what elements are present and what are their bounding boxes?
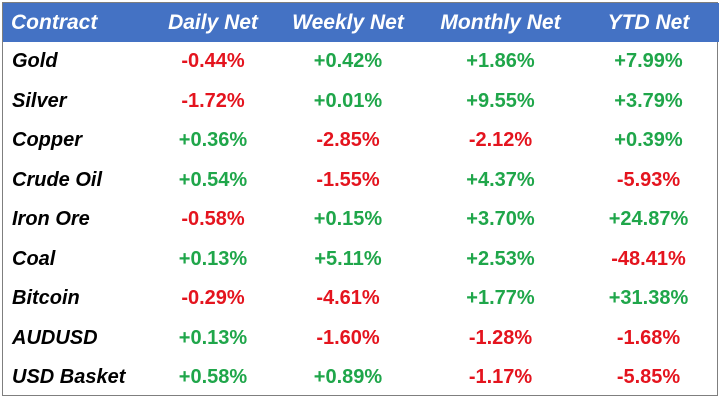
table-body: Gold -0.44% +0.42% +1.86% +7.99% Silver …	[3, 42, 719, 398]
header-monthly-net: Monthly Net	[440, 10, 561, 34]
daily-net-cell: +0.13%	[178, 326, 248, 349]
monthly-net-cell: +9.55%	[466, 89, 535, 112]
ytd-net-cell: +3.79%	[614, 89, 683, 112]
monthly-net-cell: +3.70%	[466, 208, 535, 231]
table-row: Iron Ore -0.58% +0.15% +3.70% +24.87%	[3, 200, 719, 240]
monthly-net-cell: -1.28%	[468, 326, 533, 349]
daily-net-cell: +0.13%	[178, 247, 248, 270]
weekly-net-cell: -1.55%	[316, 168, 380, 191]
ytd-net-cell: +24.87%	[608, 208, 689, 231]
weekly-net-cell: +0.15%	[313, 208, 383, 231]
ytd-net-cell: +31.38%	[608, 287, 689, 310]
daily-net-cell: -0.44%	[181, 50, 245, 73]
contract-name: AUDUSD	[12, 326, 98, 349]
daily-net-cell: -1.72%	[181, 89, 245, 112]
weekly-net-cell: +5.11%	[314, 247, 382, 270]
weekly-net-cell: +0.42%	[313, 50, 383, 73]
ytd-net-cell: -1.68%	[616, 326, 681, 349]
monthly-net-cell: +2.53%	[466, 247, 535, 270]
ytd-net-cell: -5.93%	[616, 168, 681, 191]
monthly-net-cell: -2.12%	[468, 129, 533, 152]
header-row: Contract Daily Net Weekly Net Monthly Ne…	[3, 3, 719, 42]
contract-name: Iron Ore	[12, 208, 90, 231]
monthly-net-cell: +1.77%	[466, 287, 535, 310]
table-row: Coal +0.13% +5.11% +2.53% -48.41%	[3, 240, 719, 280]
daily-net-cell: +0.36%	[178, 129, 248, 152]
table-row: Crude Oil +0.54% -1.55% +4.37% -5.93%	[3, 161, 719, 201]
daily-net-cell: +0.58%	[178, 366, 248, 389]
header-daily-net: Daily Net	[168, 10, 258, 34]
table-row: USD Basket +0.58% +0.89% -1.17% -5.85%	[3, 358, 719, 398]
weekly-net-cell: -1.60%	[316, 326, 380, 349]
monthly-net-cell: +4.37%	[466, 168, 535, 191]
weekly-net-cell: -2.85%	[316, 129, 380, 152]
table-row: AUDUSD +0.13% -1.60% -1.28% -1.68%	[3, 319, 719, 359]
weekly-net-cell: +0.89%	[313, 366, 383, 389]
contract-name: Crude Oil	[12, 168, 103, 191]
contract-name: Silver	[12, 89, 67, 112]
contract-name: Copper	[12, 129, 82, 152]
header-ytd-net: YTD Net	[607, 10, 690, 34]
contract-name: Gold	[12, 50, 58, 73]
daily-net-cell: -0.58%	[181, 208, 245, 231]
weekly-net-cell: +0.01%	[313, 89, 383, 112]
ytd-net-cell: +0.39%	[614, 129, 683, 152]
weekly-net-cell: -4.61%	[316, 287, 380, 310]
ytd-net-cell: -48.41%	[611, 247, 686, 270]
table-row: Bitcoin -0.29% -4.61% +1.77% +31.38%	[3, 279, 719, 319]
contract-name: Bitcoin	[12, 287, 80, 310]
table-header: Contract Daily Net Weekly Net Monthly Ne…	[3, 3, 719, 42]
ytd-net-cell: -5.85%	[616, 366, 681, 389]
table-row: Gold -0.44% +0.42% +1.86% +7.99%	[3, 42, 719, 82]
contract-name: USD Basket	[12, 366, 126, 389]
table-row: Silver -1.72% +0.01% +9.55% +3.79%	[3, 82, 719, 122]
header-contract: Contract	[11, 10, 98, 34]
monthly-net-cell: +1.86%	[466, 50, 535, 73]
ytd-net-cell: +7.99%	[614, 50, 683, 73]
monthly-net-cell: -1.17%	[468, 366, 533, 389]
daily-net-cell: -0.29%	[181, 287, 245, 310]
header-weekly-net: Weekly Net	[292, 10, 404, 34]
table-row: Copper +0.36% -2.85% -2.12% +0.39%	[3, 121, 719, 161]
performance-grid: Contract Daily Net Weekly Net Monthly Ne…	[3, 3, 719, 398]
contract-name: Coal	[12, 247, 56, 270]
daily-net-cell: +0.54%	[178, 168, 248, 191]
